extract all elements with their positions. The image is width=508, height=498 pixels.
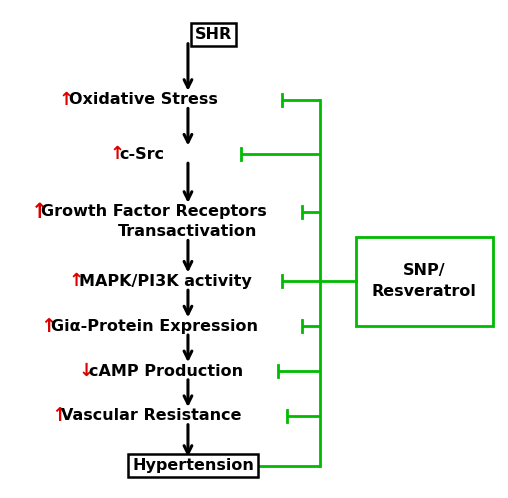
- Text: ↑: ↑: [30, 202, 48, 222]
- Text: MAPK/PI3K activity: MAPK/PI3K activity: [79, 274, 251, 289]
- Text: ↑: ↑: [69, 272, 84, 290]
- Text: SNP/
Resveratrol: SNP/ Resveratrol: [372, 263, 477, 299]
- Text: SHR: SHR: [195, 27, 232, 42]
- Text: Hypertension: Hypertension: [132, 458, 254, 473]
- Text: Giα-Protein Expression: Giα-Protein Expression: [51, 319, 258, 334]
- Text: Growth Factor Receptors: Growth Factor Receptors: [41, 204, 266, 219]
- Text: c-Src: c-Src: [119, 147, 165, 162]
- Text: ↑: ↑: [109, 145, 124, 163]
- Text: Oxidative Stress: Oxidative Stress: [69, 92, 217, 107]
- Text: Vascular Resistance: Vascular Resistance: [61, 408, 241, 423]
- Text: cAMP Production: cAMP Production: [89, 364, 243, 378]
- Text: ↑: ↑: [51, 406, 67, 425]
- Text: Transactivation: Transactivation: [118, 224, 258, 239]
- Text: ↑: ↑: [41, 317, 57, 336]
- FancyBboxPatch shape: [356, 237, 493, 326]
- Text: ↓: ↓: [79, 362, 94, 380]
- Text: ↑: ↑: [58, 91, 74, 109]
